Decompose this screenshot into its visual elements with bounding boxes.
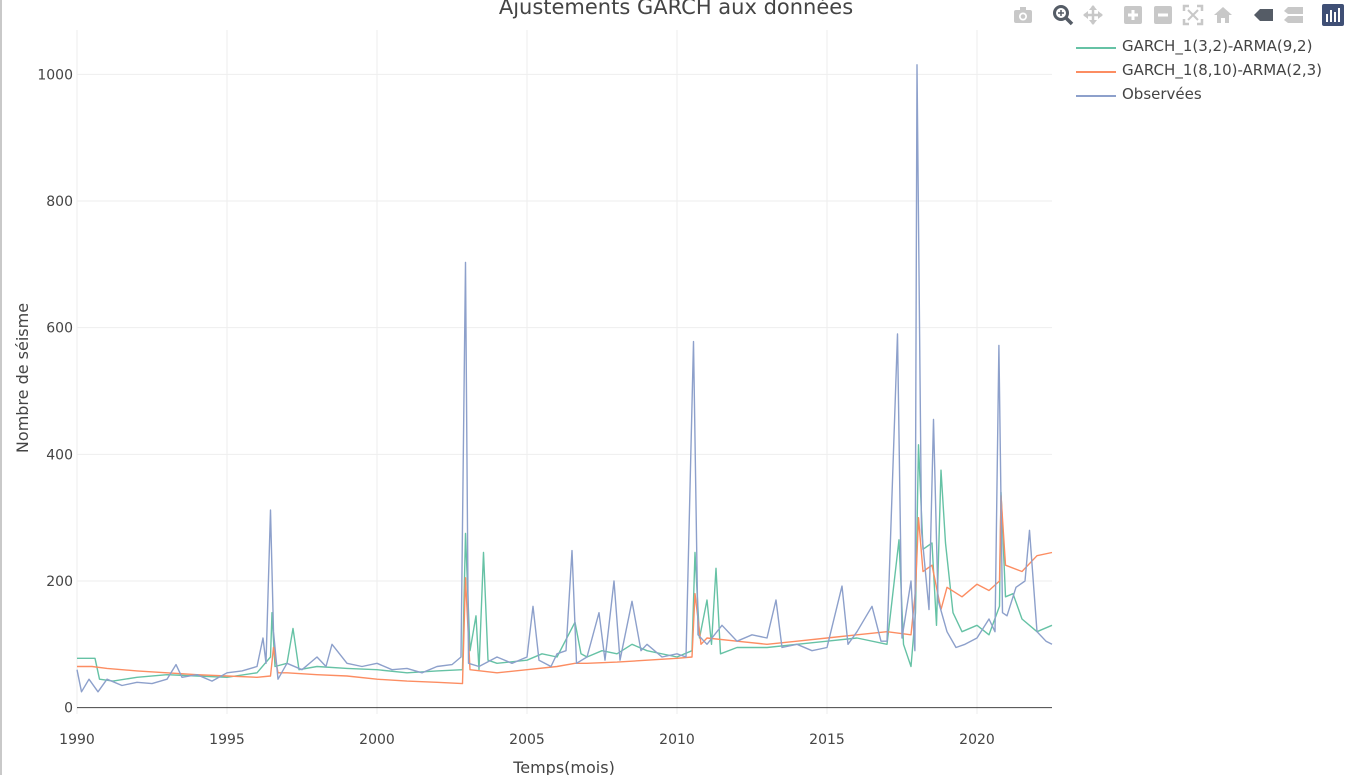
plotly-logo-icon[interactable]: [1322, 4, 1344, 26]
y-tick-label: 600: [46, 321, 73, 337]
zoom-out-icon[interactable]: [1152, 4, 1174, 26]
y-tick-label: 0: [64, 701, 73, 717]
series-line[interactable]: [77, 444, 1053, 682]
home-icon[interactable]: [1212, 4, 1234, 26]
axes: 0 200 400 600 800 1000 1990 1995 2000 2005 2010 201…: [37, 67, 1052, 748]
x-axis-title: Temps(mois): [512, 758, 615, 775]
y-axis-title: Nombre de séisme: [13, 303, 32, 453]
legend-swatch: [1076, 95, 1116, 97]
autoscale-icon[interactable]: [1182, 4, 1204, 26]
y-tick-label: 1000: [37, 67, 73, 83]
chart-title: Ajustements GARCH aux données: [498, 0, 854, 19]
zoom-icon[interactable]: [1052, 4, 1074, 26]
x-tick-label: 2005: [509, 732, 545, 748]
x-tick-label: 2010: [659, 732, 695, 748]
x-tick-label: 2000: [359, 732, 395, 748]
pan-icon[interactable]: [1082, 4, 1104, 26]
zoom-in-icon[interactable]: [1122, 4, 1144, 26]
legend-label: GARCH_1(3,2)-ARMA(9,2): [1122, 37, 1313, 55]
legend-label: Observées: [1122, 85, 1202, 103]
closest-data-icon[interactable]: [1252, 4, 1274, 26]
legend-item[interactable]: GARCH_1(8,10)-ARMA(2,3): [1076, 60, 1336, 84]
x-tick-label: 2020: [959, 732, 995, 748]
compare-data-icon[interactable]: [1282, 4, 1304, 26]
legend-swatch: [1076, 71, 1116, 73]
series-line[interactable]: [77, 494, 1053, 685]
legend[interactable]: GARCH_1(3,2)-ARMA(9,2) GARCH_1(8,10)-ARM…: [1076, 36, 1336, 108]
left-border: [0, 0, 2, 775]
y-tick-label: 200: [46, 574, 73, 590]
camera-icon[interactable]: [1012, 4, 1034, 26]
x-tick-label: 1995: [209, 732, 245, 748]
legend-item[interactable]: GARCH_1(3,2)-ARMA(9,2): [1076, 36, 1336, 60]
legend-item[interactable]: Observées: [1076, 84, 1336, 108]
series-lines[interactable]: [76, 64, 1053, 693]
x-tick-label: 1990: [59, 732, 95, 748]
legend-label: GARCH_1(8,10)-ARMA(2,3): [1122, 61, 1322, 79]
x-tick-label: 2015: [809, 732, 845, 748]
series-line[interactable]: [76, 64, 1053, 693]
y-tick-label: 800: [46, 194, 73, 210]
legend-swatch: [1076, 47, 1116, 49]
y-tick-label: 400: [46, 447, 73, 463]
